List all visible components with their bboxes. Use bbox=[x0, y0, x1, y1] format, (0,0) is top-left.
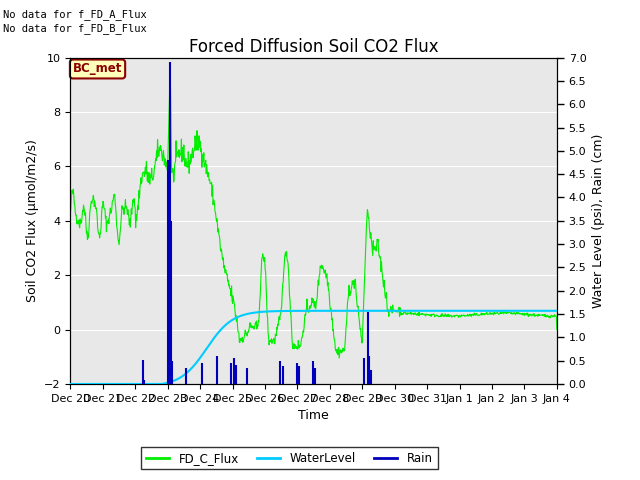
Text: BC_met: BC_met bbox=[73, 62, 122, 75]
Y-axis label: Water Level (psi), Rain (cm): Water Level (psi), Rain (cm) bbox=[592, 133, 605, 308]
Text: No data for f_FD_B_Flux: No data for f_FD_B_Flux bbox=[3, 23, 147, 34]
X-axis label: Time: Time bbox=[298, 409, 329, 422]
Legend: FD_C_Flux, WaterLevel, Rain: FD_C_Flux, WaterLevel, Rain bbox=[141, 447, 438, 469]
Text: No data for f_FD_A_Flux: No data for f_FD_A_Flux bbox=[3, 9, 147, 20]
Title: Forced Diffusion Soil CO2 Flux: Forced Diffusion Soil CO2 Flux bbox=[189, 38, 438, 56]
Y-axis label: Soil CO2 Flux (μmol/m2/s): Soil CO2 Flux (μmol/m2/s) bbox=[26, 139, 38, 302]
